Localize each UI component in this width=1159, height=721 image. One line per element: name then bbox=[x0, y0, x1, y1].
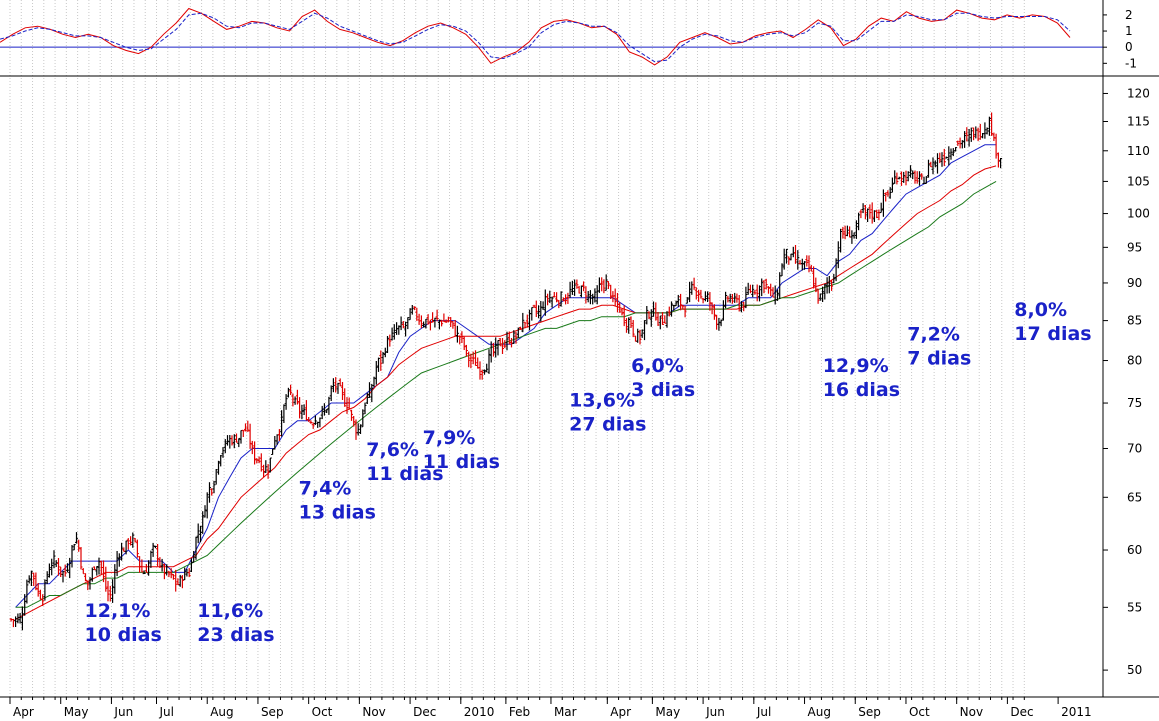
annotation-line: 7 dias bbox=[907, 347, 971, 369]
price-panel bbox=[9, 112, 1003, 631]
oscillator-y-tick-label: -1 bbox=[1125, 56, 1137, 70]
price-y-tick-label: 80 bbox=[1127, 354, 1142, 368]
x-tick-label: May bbox=[64, 705, 89, 719]
x-tick-label: Aug bbox=[210, 705, 233, 719]
x-tick-label: Dec bbox=[1010, 705, 1033, 719]
oscillator-y-tick-label: 0 bbox=[1125, 40, 1133, 54]
annotation-1: 11,6% 23 dias bbox=[197, 600, 274, 646]
x-tick-label: Oct bbox=[909, 705, 930, 719]
x-tick-label: Mar bbox=[554, 705, 577, 719]
price-y-tick-label: 120 bbox=[1127, 86, 1150, 100]
oscillator-panel bbox=[0, 7, 1103, 66]
annotation-3: 7,6% 11 dias bbox=[366, 439, 443, 485]
price-y-tick-label: 85 bbox=[1127, 314, 1142, 328]
x-tick-label: May bbox=[655, 705, 680, 719]
annotation-line: 7,9% bbox=[423, 427, 476, 449]
annotation-line: 7,6% bbox=[366, 439, 419, 461]
x-tick-label: Apr bbox=[13, 705, 34, 719]
x-tick-label: Sep bbox=[261, 705, 284, 719]
price-y-tick-label: 70 bbox=[1127, 441, 1142, 455]
x-tick-label: Oct bbox=[312, 705, 333, 719]
x-tick-label: Apr bbox=[610, 705, 631, 719]
price-y-tick-label: 60 bbox=[1127, 543, 1142, 557]
oscillator-y-tick-label: 1 bbox=[1125, 24, 1133, 38]
price-y-tick-label: 95 bbox=[1127, 240, 1142, 254]
x-tick-label: Jul bbox=[756, 705, 771, 719]
x-tick-label: Dec bbox=[413, 705, 436, 719]
price-y-tick-label: 110 bbox=[1127, 144, 1150, 158]
oscillator-y-tick-label: 2 bbox=[1125, 8, 1133, 22]
annotation-4: 7,9% 11 dias bbox=[423, 427, 500, 473]
annotation-line: 11 dias bbox=[423, 451, 500, 473]
x-tick-label: Sep bbox=[858, 705, 881, 719]
price-y-tick-label: 65 bbox=[1127, 490, 1142, 504]
annotation-line: 12,9% bbox=[823, 355, 889, 377]
oscillator-series-0 bbox=[0, 7, 1071, 66]
annotation-line: 11 dias bbox=[366, 463, 443, 485]
annotation-6: 6,0% 3 dias bbox=[631, 355, 695, 401]
annotation-8: 7,2% 7 dias bbox=[907, 323, 971, 369]
moving-average-1 bbox=[15, 165, 997, 620]
annotation-line: 10 dias bbox=[85, 624, 162, 646]
annotation-line: 8,0% bbox=[1014, 299, 1067, 321]
annotation-line: 16 dias bbox=[823, 379, 900, 401]
annotation-line: 12,1% bbox=[85, 600, 151, 622]
annotation-5: 13,6% 27 dias bbox=[569, 390, 646, 436]
x-tick-label: Jul bbox=[159, 705, 174, 719]
price-y-tick-label: 75 bbox=[1127, 396, 1142, 410]
x-tick-label: Feb bbox=[509, 705, 530, 719]
x-tick-label: 2011 bbox=[1061, 705, 1092, 719]
price-y-tick-label: 90 bbox=[1127, 276, 1142, 290]
annotation-line: 7,2% bbox=[907, 323, 960, 345]
annotation-line: 3 dias bbox=[631, 379, 695, 401]
annotation-0: 12,1% 10 dias bbox=[85, 600, 162, 646]
annotation-7: 12,9% 16 dias bbox=[823, 355, 900, 401]
annotation-line: 23 dias bbox=[197, 624, 274, 646]
oscillator-series-1 bbox=[0, 12, 1071, 63]
price-y-tick-label: 100 bbox=[1127, 207, 1150, 221]
moving-average-0 bbox=[15, 144, 997, 608]
x-tick-label: Nov bbox=[960, 705, 983, 719]
x-tick-label: Jun bbox=[705, 705, 725, 719]
price-y-tick-label: 105 bbox=[1127, 174, 1150, 188]
annotation-line: 17 dias bbox=[1014, 323, 1091, 345]
price-y-tick-label: 55 bbox=[1127, 600, 1142, 614]
price-y-tick-label: 50 bbox=[1127, 663, 1142, 677]
annotation-line: 27 dias bbox=[569, 414, 646, 436]
x-tick-label: Nov bbox=[362, 705, 385, 719]
x-tick-label: Aug bbox=[808, 705, 831, 719]
annotation-line: 13,6% bbox=[569, 390, 635, 412]
annotation-2: 7,4% 13 dias bbox=[299, 477, 376, 523]
annotation-line: 6,0% bbox=[631, 355, 684, 377]
price-y-tick-label: 115 bbox=[1127, 114, 1150, 128]
vertical-gridlines bbox=[9, 0, 1025, 697]
annotation-line: 7,4% bbox=[299, 477, 352, 499]
x-tick-label: 2010 bbox=[464, 705, 495, 719]
annotation-line: 11,6% bbox=[197, 600, 263, 622]
annotation-line: 13 dias bbox=[299, 501, 376, 523]
annotation-9: 8,0% 17 dias bbox=[1014, 299, 1091, 345]
x-tick-label: Jun bbox=[113, 705, 133, 719]
